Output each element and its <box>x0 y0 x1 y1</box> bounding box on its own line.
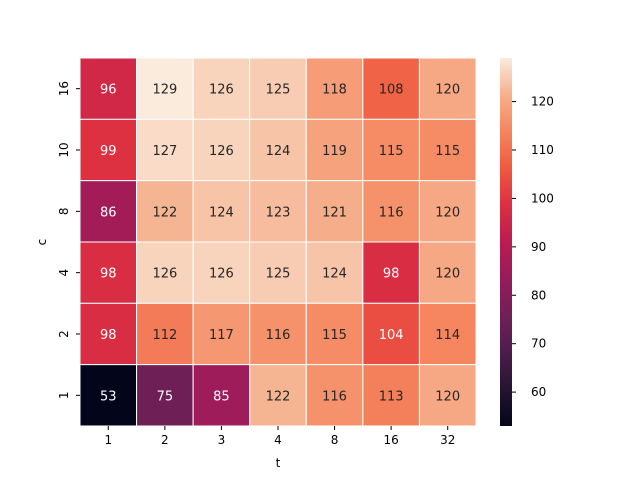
heatmap-cell <box>192 302 251 366</box>
colorbar-tick-label: 120 <box>531 95 554 109</box>
cell-value-label: 118 <box>322 83 347 98</box>
cell-value-label: 116 <box>379 205 404 220</box>
heatmap-cell <box>249 364 307 427</box>
cell-value-label: 126 <box>152 267 177 282</box>
x-tick-label: 8 <box>331 433 339 447</box>
y-axis-label: c <box>35 239 49 246</box>
cell-value-label: 96 <box>100 83 117 98</box>
cell-value-label: 98 <box>100 328 117 343</box>
colorbar-tick-label: 110 <box>531 143 554 157</box>
cell-value-label: 122 <box>266 389 291 404</box>
heatmap-cell <box>418 180 477 243</box>
heatmap-cell <box>79 241 138 304</box>
heatmap-cell <box>136 241 194 304</box>
cell-value-label: 104 <box>379 328 404 343</box>
colorbar-tick-label: 60 <box>531 385 546 399</box>
x-tick-label: 4 <box>274 433 282 447</box>
heatmap-cell <box>362 364 420 427</box>
cell-value-label: 115 <box>379 144 404 159</box>
cell-value-label: 127 <box>152 144 177 159</box>
colorbar-tick-label: 80 <box>531 288 546 302</box>
cell-value-label: 98 <box>383 267 400 282</box>
cell-value-label: 129 <box>152 83 177 98</box>
cell-value-label: 126 <box>209 83 234 98</box>
heatmap-cell <box>79 57 138 120</box>
heatmap-cell <box>362 180 420 243</box>
cell-value-label: 123 <box>266 205 291 220</box>
heatmap-cell <box>305 180 364 243</box>
heatmap-cell <box>362 57 420 120</box>
x-tick-label: 16 <box>383 433 398 447</box>
heatmap-cell <box>418 118 477 182</box>
y-axis: 16 10 8 4 2 1 <box>57 81 80 399</box>
heatmap-cell <box>305 118 364 182</box>
colorbar-gradient <box>500 58 512 426</box>
cell-value-label: 119 <box>322 144 347 159</box>
heatmap-cell <box>249 180 307 243</box>
cell-value-label: 85 <box>213 389 230 404</box>
cell-value-label: 108 <box>379 83 404 98</box>
x-tick-label: 32 <box>440 433 455 447</box>
heatmap-cell <box>418 364 477 427</box>
heatmap-cell <box>305 364 364 427</box>
y-tick-label: 4 <box>57 269 71 277</box>
cell-value-label: 116 <box>266 328 291 343</box>
colorbar-tick-label: 100 <box>531 191 554 205</box>
cell-value-label: 116 <box>322 389 347 404</box>
x-axis-label: t <box>276 456 281 470</box>
colorbar-ticks: 60 70 80 90 100 110 120 <box>512 95 554 399</box>
cell-value-label: 121 <box>322 205 347 220</box>
cell-value-label: 117 <box>209 328 234 343</box>
heatmap-cell <box>192 364 251 427</box>
heatmap-cell <box>79 364 138 427</box>
heatmap-cell <box>192 180 251 243</box>
cell-value-label: 120 <box>435 205 460 220</box>
cell-value-label: 124 <box>209 205 234 220</box>
heatmap-cell <box>79 302 138 366</box>
cell-value-label: 86 <box>100 205 117 220</box>
cell-value-label: 122 <box>152 205 177 220</box>
heatmap-cell <box>136 180 194 243</box>
y-tick-label: 16 <box>57 81 71 96</box>
cell-value-label: 125 <box>266 267 291 282</box>
heatmap-cell <box>418 241 477 304</box>
cell-value-label: 99 <box>100 144 117 159</box>
cell-value-label: 126 <box>209 144 234 159</box>
x-tick-label: 2 <box>161 433 169 447</box>
cell-value-label: 125 <box>266 83 291 98</box>
y-tick-label: 2 <box>57 330 71 338</box>
heatmap-cell <box>362 241 420 304</box>
cell-value-label: 53 <box>100 389 117 404</box>
heatmap-cell <box>136 57 194 120</box>
cell-value-label: 115 <box>322 328 347 343</box>
cell-value-label: 120 <box>435 389 460 404</box>
cell-value-label: 75 <box>157 389 174 404</box>
cell-value-label: 120 <box>435 267 460 282</box>
x-axis: 1 2 3 4 8 16 32 <box>104 425 455 447</box>
x-tick-label: 1 <box>104 433 112 447</box>
colorbar: 60 70 80 90 100 110 120 <box>500 58 554 426</box>
x-tick-label: 3 <box>218 433 226 447</box>
colorbar-tick-label: 90 <box>531 240 546 254</box>
cell-value-label: 114 <box>435 328 460 343</box>
cell-value-label: 98 <box>100 267 117 282</box>
heatmap-cells <box>79 57 477 427</box>
cell-value-label: 112 <box>152 328 177 343</box>
cell-value-label: 124 <box>266 144 291 159</box>
cell-value-label: 115 <box>435 144 460 159</box>
cell-value-label: 124 <box>322 267 347 282</box>
heatmap-cell <box>249 241 307 304</box>
cell-value-label: 126 <box>209 267 234 282</box>
y-tick-label: 10 <box>57 142 71 157</box>
cell-value-label: 120 <box>435 83 460 98</box>
cell-value-label: 113 <box>379 389 404 404</box>
colorbar-tick-label: 70 <box>531 337 546 351</box>
y-tick-label: 8 <box>57 208 71 216</box>
heatmap-cell <box>136 364 194 427</box>
y-tick-label: 1 <box>57 391 71 399</box>
heatmap-cell-labels: 96 129 126 125 118 108 120 99 127 126 124 119 115 115… <box>100 83 460 405</box>
heatmap-cell <box>192 57 251 120</box>
heatmap-cell <box>192 118 251 182</box>
